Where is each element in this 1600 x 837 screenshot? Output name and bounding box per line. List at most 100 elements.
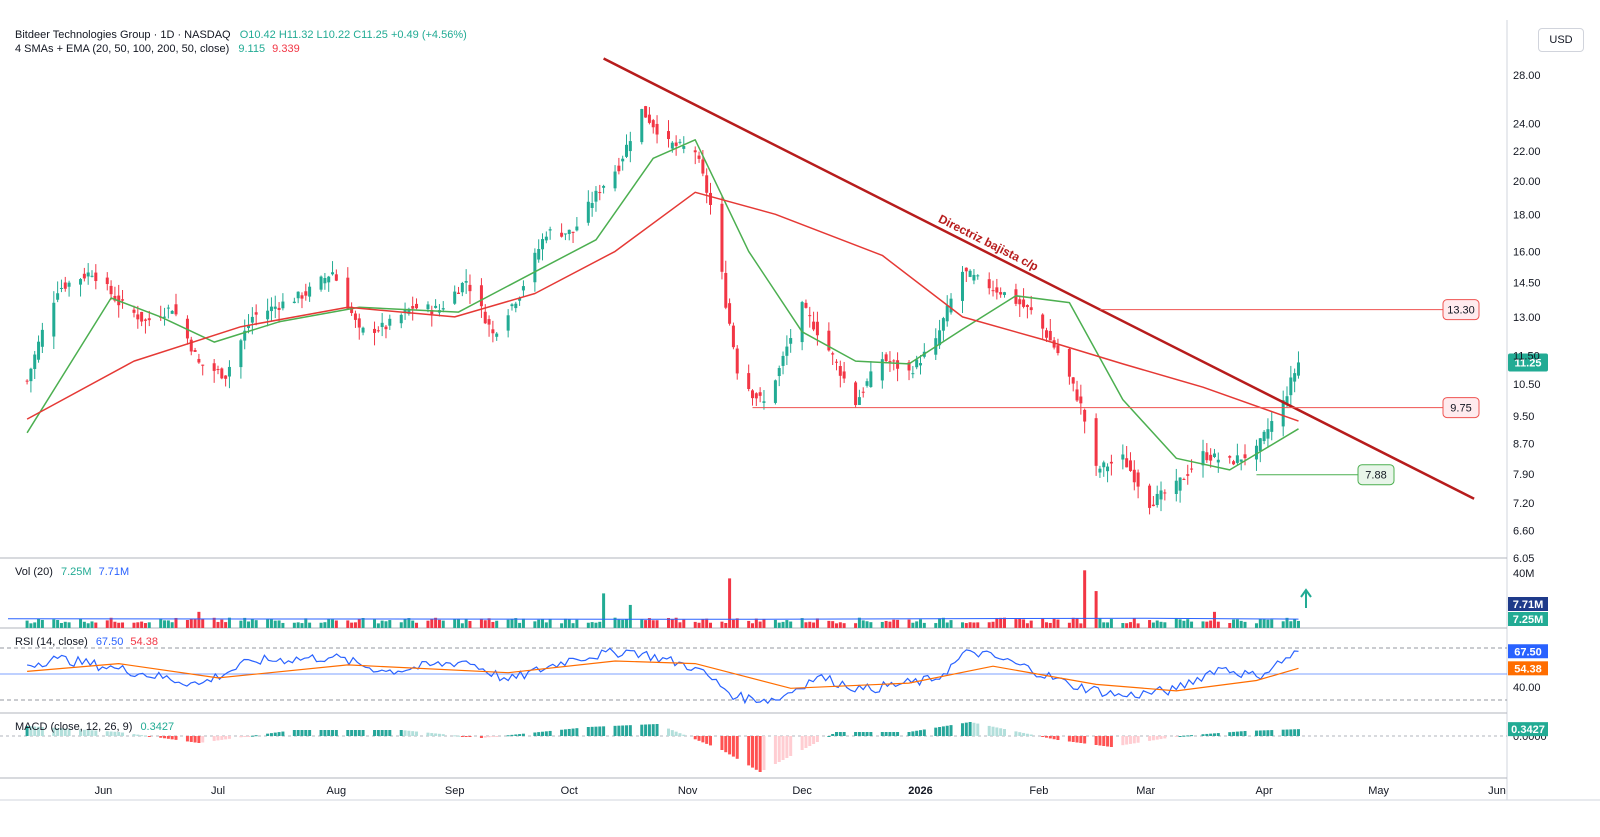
volume-bar bbox=[407, 618, 411, 628]
macd-bar bbox=[682, 734, 686, 736]
candle-body bbox=[1067, 348, 1071, 377]
volume-bar bbox=[949, 620, 953, 628]
macd-label: MACD (close, 12, 26, 9) bbox=[15, 721, 133, 733]
volume-bar bbox=[388, 620, 392, 628]
volume-bar bbox=[350, 622, 354, 628]
volume-bar bbox=[991, 621, 995, 628]
macd-bar bbox=[1243, 731, 1247, 736]
ma-legend: 4 SMAs + EMA (20, 50, 100, 200, 50, clos… bbox=[15, 42, 300, 56]
candle-body bbox=[1258, 438, 1262, 452]
volume-bar bbox=[25, 620, 29, 628]
macd-bar bbox=[1018, 732, 1022, 736]
volume-bar bbox=[185, 619, 189, 628]
candle-body bbox=[670, 142, 674, 149]
volume-bar bbox=[521, 618, 525, 628]
macd-bar bbox=[621, 725, 625, 736]
volume-bar bbox=[1025, 623, 1029, 628]
price-axis-label: 28.00 bbox=[1513, 70, 1541, 82]
volume-bar bbox=[1178, 619, 1182, 628]
macd-bar bbox=[52, 727, 56, 736]
chart-grid bbox=[0, 20, 1600, 801]
candle-body bbox=[250, 316, 254, 323]
volume-bar bbox=[1148, 620, 1152, 628]
volume-bar bbox=[571, 623, 575, 628]
price-axis-label: 22.00 bbox=[1513, 146, 1541, 158]
candle-body bbox=[113, 295, 117, 301]
volume-bar bbox=[1109, 618, 1113, 628]
macd-bar bbox=[521, 733, 525, 736]
macd-bar bbox=[1163, 736, 1167, 739]
volume-bar bbox=[1151, 622, 1155, 628]
macd-bar bbox=[709, 736, 713, 746]
macd-bar bbox=[945, 725, 949, 736]
macd-bar bbox=[1239, 731, 1243, 736]
candle-body bbox=[350, 306, 354, 314]
macd-bar bbox=[1209, 733, 1213, 736]
candle-body bbox=[37, 341, 41, 360]
volume-bar bbox=[1159, 621, 1163, 628]
volume-bar bbox=[296, 622, 300, 628]
macd-bar bbox=[239, 736, 243, 738]
candle-body bbox=[754, 393, 758, 399]
volume-bar bbox=[430, 618, 434, 628]
volume-bar bbox=[1281, 621, 1285, 628]
volume-value-2: 7.71M bbox=[98, 566, 130, 578]
candle-body bbox=[1174, 480, 1178, 494]
volume-bar bbox=[1209, 620, 1213, 628]
candle-body bbox=[1285, 396, 1289, 404]
volume-bar bbox=[1262, 619, 1266, 628]
candle-body bbox=[304, 291, 308, 296]
price-axis-label: 13.00 bbox=[1513, 312, 1541, 324]
candle-body bbox=[407, 308, 411, 314]
macd-value-tag-label: 0.3427 bbox=[1511, 724, 1545, 736]
candle-body bbox=[640, 109, 644, 143]
candle-body bbox=[376, 330, 380, 332]
macd-bar bbox=[434, 733, 438, 736]
macd-bar bbox=[655, 724, 659, 736]
volume-bar bbox=[373, 619, 377, 628]
candle-body bbox=[212, 363, 216, 371]
candle-body bbox=[999, 292, 1003, 295]
candle-body bbox=[724, 272, 728, 308]
macd-bar bbox=[701, 736, 705, 743]
macd-bar bbox=[193, 736, 197, 743]
candle-body bbox=[1296, 362, 1300, 376]
candle-body bbox=[1151, 504, 1155, 507]
candle-body bbox=[220, 368, 224, 379]
macd-bar bbox=[640, 724, 644, 736]
candle-body bbox=[625, 144, 629, 157]
level-label-box bbox=[1442, 299, 1480, 321]
volume-bar bbox=[1205, 621, 1209, 628]
macd-bar bbox=[33, 726, 37, 736]
time-axis-label: May bbox=[1368, 785, 1389, 797]
volume-bar bbox=[487, 618, 491, 628]
volume-bar bbox=[945, 622, 949, 628]
candle-body bbox=[483, 311, 487, 324]
volume-bar bbox=[1056, 619, 1060, 628]
volume-bar bbox=[800, 618, 804, 628]
candle-body bbox=[537, 249, 541, 260]
currency-button[interactable]: USD bbox=[1538, 28, 1584, 52]
macd-bar bbox=[831, 734, 835, 736]
time-axis-label: Apr bbox=[1256, 785, 1273, 797]
macd-bar bbox=[197, 736, 201, 743]
macd-bar bbox=[441, 734, 445, 736]
candle-body bbox=[1121, 454, 1125, 460]
price-axis-label: 11.50 bbox=[1513, 351, 1540, 363]
candle-body bbox=[331, 272, 335, 275]
volume-bar bbox=[40, 619, 44, 628]
volume-bar bbox=[1048, 622, 1052, 628]
sma-20-line bbox=[26, 139, 1299, 471]
volume-bar bbox=[52, 619, 56, 628]
candle-body bbox=[781, 355, 785, 366]
candle-body bbox=[29, 368, 33, 382]
volume-bar bbox=[586, 622, 590, 628]
volume-bar bbox=[292, 622, 296, 628]
candle-body bbox=[720, 203, 724, 272]
volume-bar bbox=[922, 622, 926, 628]
macd-bar bbox=[834, 732, 838, 736]
macd-bar bbox=[79, 729, 83, 736]
volume-bar bbox=[197, 611, 201, 628]
macd-bar bbox=[1121, 736, 1125, 746]
